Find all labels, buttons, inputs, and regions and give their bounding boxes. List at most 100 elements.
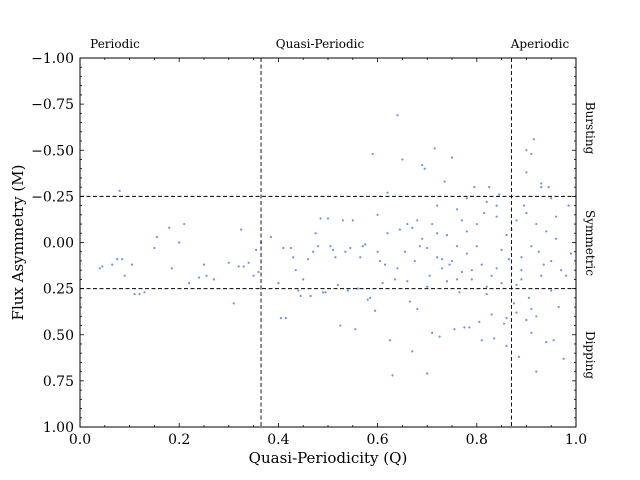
data-point [552,339,555,342]
data-point [535,370,538,373]
data-point [517,355,521,358]
y-axis-label: Flux Asymmetry (M) [9,165,27,321]
data-point [426,285,429,288]
data-point [309,294,312,298]
data-point [465,252,468,255]
data-point [530,307,533,311]
data-point [339,324,342,327]
data-point [455,245,459,248]
data-point [522,204,526,207]
data-point [406,280,409,283]
data-point [374,309,377,312]
data-point [361,245,364,248]
data-point [540,186,543,189]
data-point [512,302,516,305]
scatter-points [98,114,573,377]
data-point [326,217,330,220]
data-point [532,138,535,141]
data-point [525,171,528,174]
data-point [545,230,548,233]
plot-frame [79,57,577,428]
data-point [170,267,173,270]
data-point [416,307,419,311]
data-point [525,211,528,215]
y-tick-label: −0.25 [31,189,74,205]
region-label-symmetric: Symmetric [583,210,597,276]
data-point [237,265,240,268]
data-point [485,200,488,204]
data-point [366,298,369,301]
data-point [376,213,379,216]
data-point [378,259,382,263]
data-point [537,250,540,253]
data-point [188,281,191,285]
data-point [138,293,141,296]
data-point [490,274,493,277]
data-point [316,245,320,248]
data-point [428,274,431,277]
data-point [398,228,402,231]
data-point [555,215,558,218]
data-point [254,248,258,251]
data-point [453,328,456,331]
data-point [282,246,285,250]
data-point [485,285,488,288]
data-point [205,274,208,277]
data-point [351,219,354,222]
data-point [101,265,104,268]
data-point [312,250,315,253]
data-point [396,267,399,270]
data-point [98,267,101,270]
data-point [515,219,518,222]
region-label-dipping: Dipping [583,331,597,379]
data-point [269,235,273,239]
data-point [178,241,181,244]
data-point [465,197,468,200]
y-tick-label: 0.75 [43,374,74,390]
data-point [321,291,325,294]
data-point [168,226,171,229]
data-point [488,186,491,189]
data-point [314,232,317,235]
data-point [545,341,548,344]
data-point [388,339,392,342]
data-point [433,147,436,150]
data-point [436,256,439,259]
data-point [227,261,230,264]
data-point [302,278,305,281]
axis-ticks [79,57,577,428]
data-point [307,258,310,261]
y-tick-label: −0.50 [31,143,74,159]
data-point [294,269,297,272]
data-point [292,256,295,259]
data-point [560,269,563,272]
data-point [455,208,459,211]
reference-lines [80,58,576,427]
data-point [505,317,508,320]
y-tick-label: 0.50 [43,328,74,344]
data-point [515,283,518,287]
x-tick-label: 1.0 [565,432,587,448]
data-point [319,217,322,220]
x-tick-label: 0.8 [466,432,488,448]
data-point [547,186,550,189]
y-tick-label: 0.25 [43,282,74,298]
data-point [468,326,471,329]
y-tick-label: 1.00 [43,420,74,436]
data-point [297,289,300,292]
data-point [550,259,553,263]
data-point [416,219,419,222]
data-point [354,328,357,331]
data-point [436,204,439,207]
data-point [376,250,379,253]
axis-tick-labels: 0.0 0.2 0.4 0.6 0.8 1.0 −1.00 −0.75 −0.50 −0.25 0.… [31,51,587,448]
data-point [329,245,332,248]
data-point [475,245,478,248]
data-point [391,374,394,377]
data-point [505,234,508,237]
data-point [359,256,362,259]
data-point [183,222,186,226]
data-point [202,263,206,266]
data-point [550,197,553,200]
data-point [535,222,538,226]
